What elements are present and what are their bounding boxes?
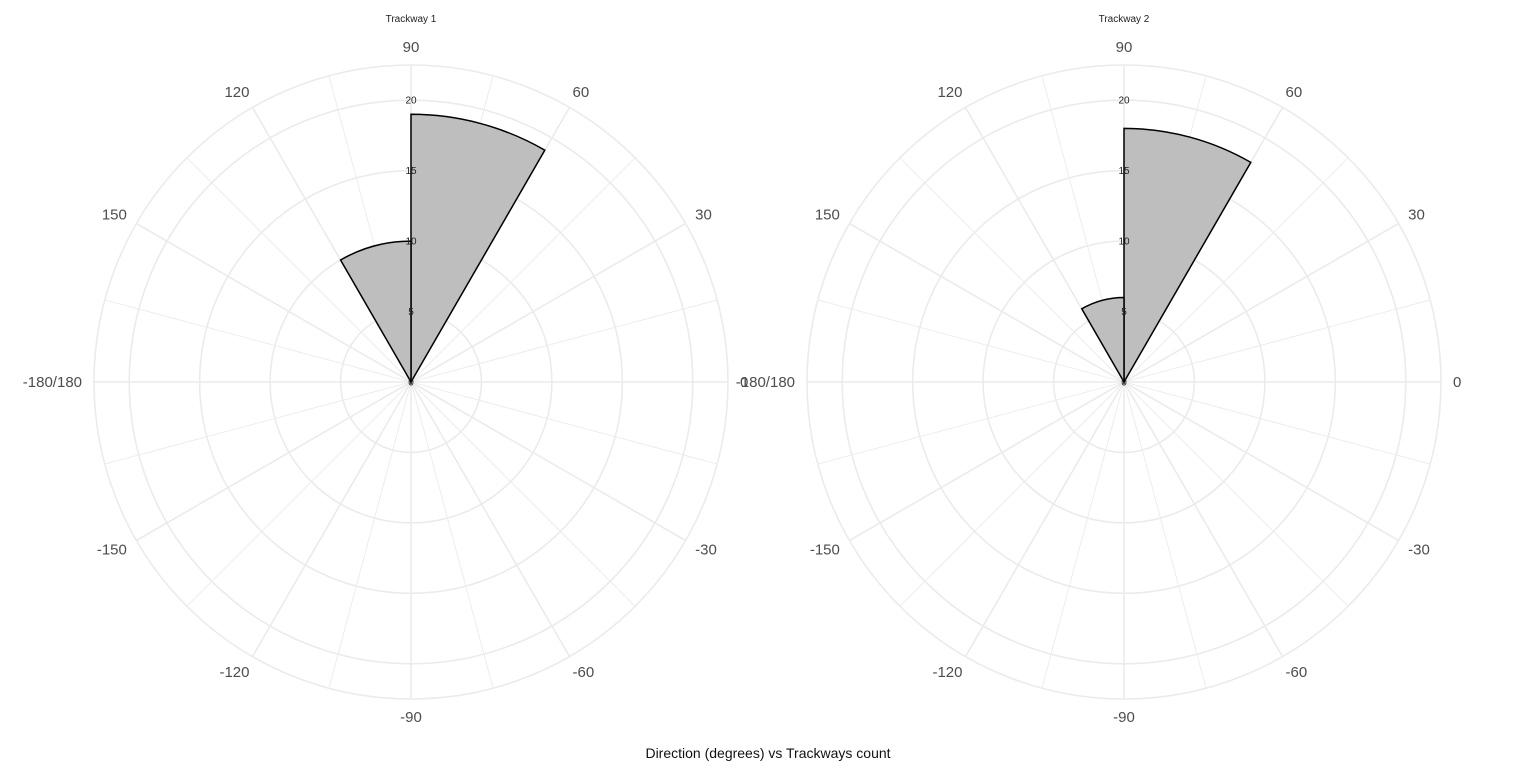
angle-tick-label: 120 bbox=[224, 84, 249, 101]
grid-spoke bbox=[410, 381, 718, 465]
grid-spoke bbox=[1123, 381, 1399, 542]
radial-tick-label: 20 bbox=[1118, 96, 1130, 107]
grid-spoke bbox=[186, 381, 412, 607]
grid-spoke bbox=[410, 222, 686, 383]
figure-caption: Direction (degrees) vs Trackways count bbox=[645, 745, 890, 761]
grid-ring bbox=[128, 99, 694, 665]
angle-tick-label: -180/180 bbox=[736, 374, 795, 391]
angle-tick-label: -120 bbox=[932, 664, 962, 681]
grid-spoke bbox=[817, 381, 1125, 465]
grid-outer-ring bbox=[93, 64, 729, 700]
angle-tick-label: -30 bbox=[1408, 542, 1430, 559]
angle-tick-label: 60 bbox=[1286, 84, 1303, 101]
angle-tick-label: -90 bbox=[400, 709, 422, 726]
angle-tick-label: 30 bbox=[695, 207, 712, 224]
angle-tick-label: -90 bbox=[1113, 709, 1135, 726]
angle-tick-label: 150 bbox=[815, 207, 840, 224]
grid-spoke bbox=[136, 381, 412, 542]
radial-tick-label: 10 bbox=[405, 237, 417, 248]
grid-ring bbox=[841, 99, 1407, 665]
grid-spoke bbox=[410, 157, 636, 383]
grid-spoke bbox=[104, 299, 412, 383]
radial-tick-label: 5 bbox=[408, 307, 414, 318]
angle-tick-label: 150 bbox=[102, 207, 127, 224]
polar-panel-2: 0 5 10 15 20 90 60 30 0 -30 -60 -90 -120 -150 -180/180… bbox=[736, 14, 1462, 726]
grid-outer-ring bbox=[806, 64, 1442, 700]
grid-spoke bbox=[410, 381, 636, 607]
radial-tick-label: 15 bbox=[1118, 166, 1130, 177]
angle-tick-label: 90 bbox=[1116, 39, 1133, 56]
radial-tick-label: 15 bbox=[405, 166, 417, 177]
angle-tick-label: -180/180 bbox=[23, 374, 82, 391]
grid-spoke bbox=[410, 381, 571, 657]
angle-tick-label: -30 bbox=[695, 542, 717, 559]
angle-tick-label: -60 bbox=[573, 664, 595, 681]
angle-tick-label: 60 bbox=[573, 84, 590, 101]
grid-spoke bbox=[899, 157, 1125, 383]
grid-spoke bbox=[1123, 157, 1349, 383]
histogram-bar-2 bbox=[339, 240, 412, 385]
grid-spoke bbox=[410, 381, 686, 542]
angle-tick-label: -150 bbox=[97, 542, 127, 559]
grid-spoke bbox=[899, 381, 1125, 607]
radial-tick-label: 0 bbox=[408, 378, 414, 389]
grid-spoke bbox=[1041, 381, 1125, 689]
angle-tick-label: -120 bbox=[219, 664, 249, 681]
grid-spoke bbox=[1123, 299, 1431, 383]
grid-spoke bbox=[1123, 381, 1207, 689]
histogram-bar-1 bbox=[1123, 127, 1252, 385]
panel-title: Trackway 1 bbox=[386, 14, 437, 25]
grid-spoke bbox=[328, 381, 412, 689]
histogram-bar-2 bbox=[1080, 296, 1125, 385]
grid-spoke bbox=[186, 157, 412, 383]
radial-tick-label: 10 bbox=[1118, 237, 1130, 248]
angle-tick-label: -60 bbox=[1286, 664, 1308, 681]
grid-spoke bbox=[1123, 381, 1349, 607]
grid-spoke bbox=[849, 222, 1125, 383]
angle-tick-label: 0 bbox=[740, 374, 748, 391]
histogram-bar-1 bbox=[410, 113, 546, 385]
grid-spoke bbox=[817, 299, 1125, 383]
angle-tick-label: -150 bbox=[810, 542, 840, 559]
grid-spoke bbox=[410, 299, 718, 383]
grid-spoke bbox=[1123, 381, 1284, 657]
angle-tick-label: 120 bbox=[937, 84, 962, 101]
grid-spoke bbox=[136, 222, 412, 383]
grid-spoke bbox=[1123, 381, 1431, 465]
panel-title: Trackway 2 bbox=[1099, 14, 1150, 25]
grid-spoke bbox=[104, 381, 412, 465]
radial-tick-label: 0 bbox=[1121, 378, 1127, 389]
angle-tick-label: 0 bbox=[1453, 374, 1461, 391]
grid-spoke bbox=[1123, 222, 1399, 383]
polar-panel-1: 0 5 10 15 20 90 60 30 0 -30 -60 -90 -120 -150 -180/180… bbox=[23, 14, 749, 726]
grid-spoke bbox=[964, 381, 1125, 657]
angle-tick-label: 30 bbox=[1408, 207, 1425, 224]
radial-tick-label: 20 bbox=[405, 96, 417, 107]
grid-spoke bbox=[410, 381, 494, 689]
grid-spoke bbox=[251, 381, 412, 657]
grid-spoke bbox=[849, 381, 1125, 542]
radial-tick-label: 5 bbox=[1121, 307, 1127, 318]
angle-tick-label: 90 bbox=[403, 39, 420, 56]
